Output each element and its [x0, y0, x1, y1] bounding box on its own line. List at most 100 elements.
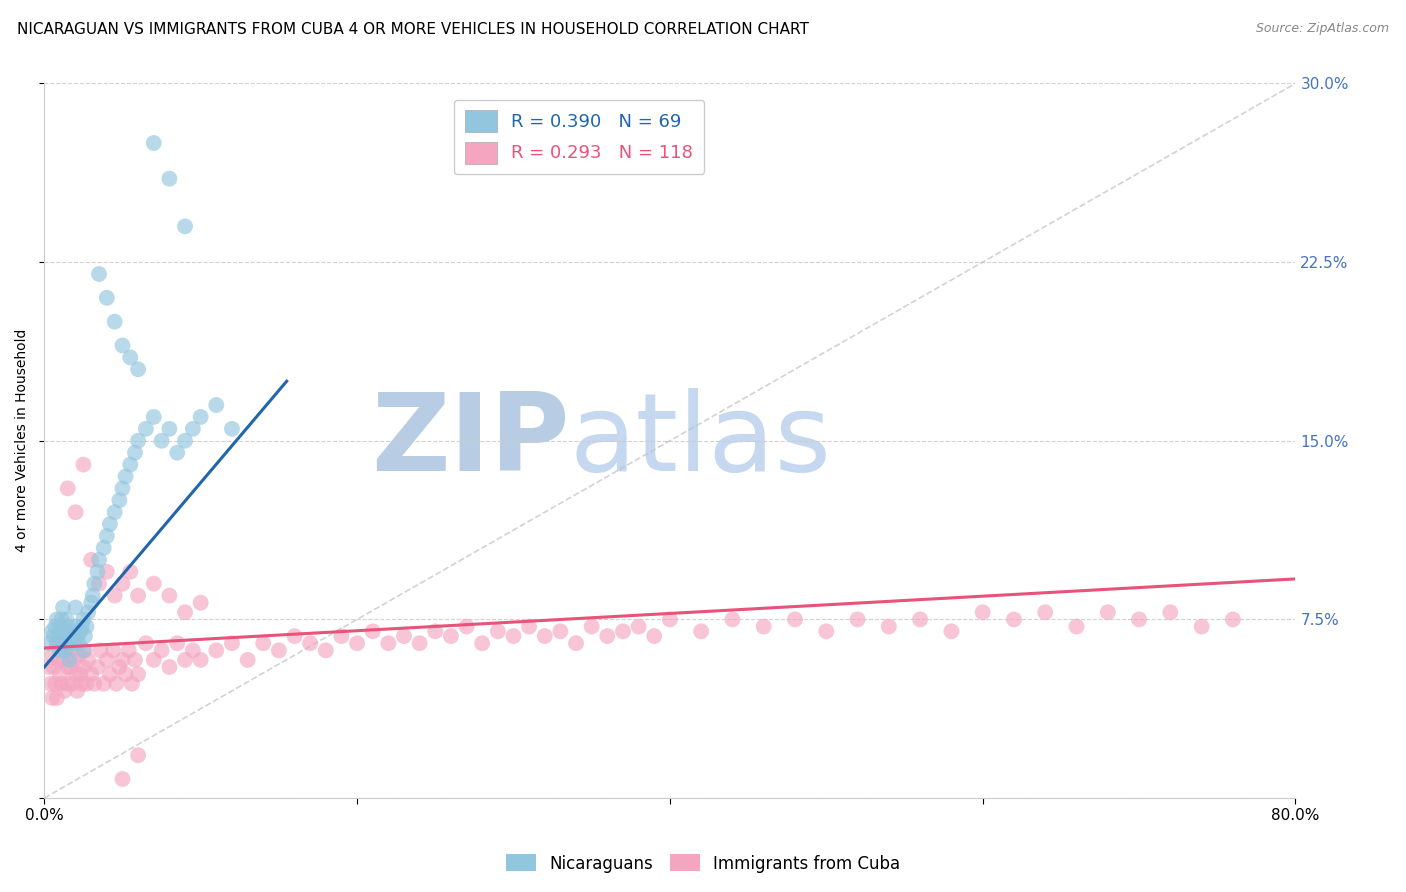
Point — [52, 629, 75, 643]
Point — [120, 458, 142, 472]
Point — [90, 643, 112, 657]
Point — [63, 636, 86, 650]
Point — [142, 653, 165, 667]
Point — [83, 576, 105, 591]
Point — [111, 772, 134, 786]
Point — [87, 553, 110, 567]
Point — [127, 667, 149, 681]
Point — [45, 691, 67, 706]
Y-axis label: 4 or more Vehicles in Household: 4 or more Vehicles in Household — [15, 329, 30, 552]
Point — [486, 624, 509, 639]
Point — [174, 219, 197, 234]
Point — [82, 589, 104, 603]
Point — [77, 605, 100, 619]
Point — [111, 653, 134, 667]
Point — [135, 422, 157, 436]
Point — [62, 629, 84, 643]
Point — [627, 619, 650, 633]
Point — [752, 619, 775, 633]
Point — [45, 636, 67, 650]
Point — [330, 629, 353, 643]
Point — [66, 629, 89, 643]
Point — [181, 643, 204, 657]
Point — [87, 576, 110, 591]
Point — [124, 653, 146, 667]
Point — [643, 629, 665, 643]
Point — [846, 612, 869, 626]
Point — [41, 624, 63, 639]
Point — [49, 636, 72, 650]
Text: ZIP: ZIP — [371, 388, 569, 494]
Point — [93, 541, 115, 555]
Point — [612, 624, 634, 639]
Point — [86, 660, 108, 674]
Point — [127, 748, 149, 763]
Legend: Nicaraguans, Immigrants from Cuba: Nicaraguans, Immigrants from Cuba — [499, 847, 907, 880]
Point — [174, 653, 197, 667]
Point — [190, 409, 212, 424]
Point — [111, 338, 134, 352]
Point — [124, 445, 146, 459]
Point — [166, 445, 188, 459]
Point — [565, 636, 588, 650]
Point — [440, 629, 463, 643]
Point — [55, 636, 77, 650]
Point — [104, 315, 127, 329]
Text: NICARAGUAN VS IMMIGRANTS FROM CUBA 4 OR MORE VEHICLES IN HOUSEHOLD CORRELATION C: NICARAGUAN VS IMMIGRANTS FROM CUBA 4 OR … — [17, 22, 808, 37]
Point — [38, 660, 60, 674]
Point — [72, 660, 94, 674]
Point — [908, 612, 931, 626]
Point — [120, 351, 142, 365]
Point — [315, 643, 337, 657]
Point — [72, 612, 94, 626]
Point — [67, 636, 90, 650]
Point — [690, 624, 713, 639]
Point — [190, 653, 212, 667]
Point — [142, 409, 165, 424]
Point — [101, 643, 124, 657]
Point — [550, 624, 572, 639]
Point — [83, 677, 105, 691]
Point — [456, 619, 478, 633]
Point — [104, 589, 127, 603]
Point — [69, 667, 91, 681]
Point — [73, 629, 96, 643]
Point — [49, 619, 72, 633]
Point — [157, 589, 180, 603]
Point — [56, 619, 79, 633]
Point — [96, 653, 118, 667]
Point — [56, 629, 79, 643]
Point — [972, 605, 994, 619]
Point — [114, 469, 136, 483]
Point — [70, 677, 93, 691]
Point — [190, 596, 212, 610]
Point — [1097, 605, 1119, 619]
Point — [87, 267, 110, 281]
Point — [52, 653, 75, 667]
Point — [65, 505, 87, 519]
Point — [62, 677, 84, 691]
Point — [66, 684, 89, 698]
Point — [59, 660, 82, 674]
Point — [361, 624, 384, 639]
Point — [205, 398, 228, 412]
Point — [150, 643, 173, 657]
Point — [38, 636, 60, 650]
Point — [86, 565, 108, 579]
Point — [721, 612, 744, 626]
Point — [73, 643, 96, 657]
Point — [55, 643, 77, 657]
Point — [108, 660, 131, 674]
Point — [127, 589, 149, 603]
Point — [1066, 619, 1088, 633]
Text: Source: ZipAtlas.com: Source: ZipAtlas.com — [1256, 22, 1389, 36]
Point — [1128, 612, 1150, 626]
Point — [58, 636, 80, 650]
Point — [174, 605, 197, 619]
Point — [51, 612, 73, 626]
Point — [96, 565, 118, 579]
Point — [53, 643, 76, 657]
Point — [76, 619, 98, 633]
Point — [98, 517, 121, 532]
Point — [69, 624, 91, 639]
